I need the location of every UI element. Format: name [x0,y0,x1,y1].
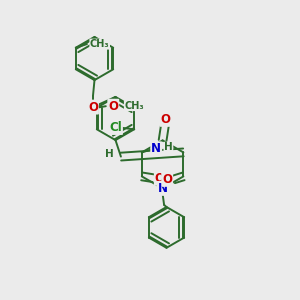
Text: CH₃: CH₃ [124,100,144,111]
Text: H: H [105,148,114,159]
Text: H: H [164,142,173,152]
Text: CH₃: CH₃ [90,39,110,49]
Text: O: O [155,172,165,185]
Text: O: O [88,100,98,114]
Text: N: N [151,142,161,155]
Text: O: O [160,113,171,126]
Text: N: N [158,182,168,195]
Text: O: O [108,100,118,113]
Text: O: O [162,173,172,186]
Text: Cl: Cl [109,121,122,134]
